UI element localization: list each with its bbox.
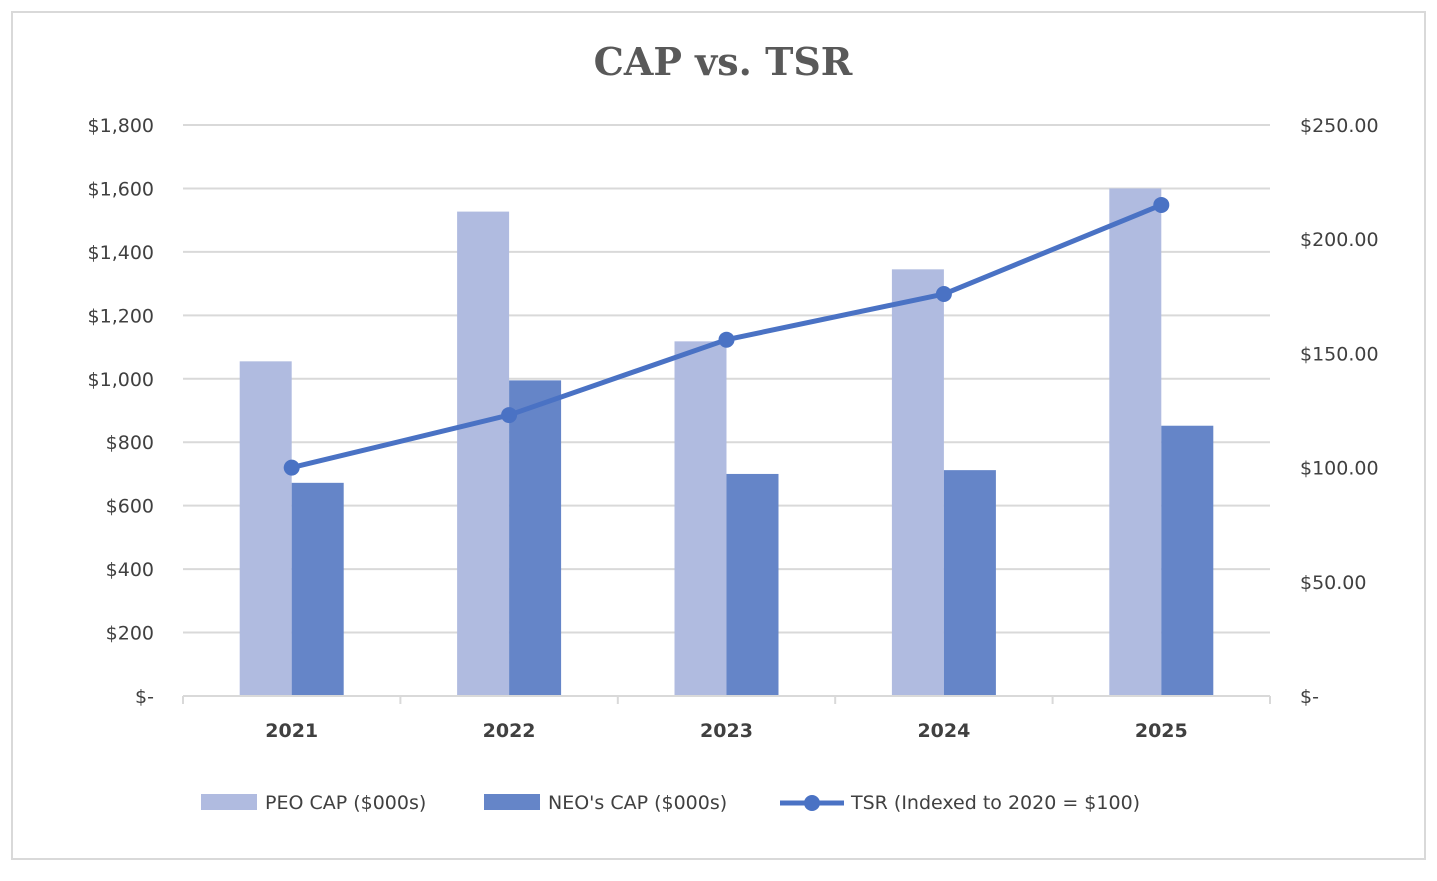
- left-tick-label: $-: [135, 686, 154, 708]
- tsr-point: [1153, 196, 1170, 213]
- left-tick-label: $600: [106, 496, 154, 518]
- left-tick-label: $1,000: [88, 369, 154, 391]
- peo-cap-bar: [1109, 188, 1162, 696]
- peo-cap-bar: [674, 341, 727, 696]
- neo-cap-bar: [726, 473, 779, 696]
- neo-cap-bar: [291, 482, 344, 696]
- chart-frame: CAP vs. TSR $- $200 $400 $600 $800 $1,000 $1,2…: [11, 11, 1426, 860]
- legend-swatch-neo: [484, 794, 540, 810]
- left-tick-label: $1,800: [88, 115, 154, 137]
- chart-svg: CAP vs. TSR $- $200 $400 $600 $800 $1,000 $1,2…: [88, 39, 1379, 814]
- right-tick-label: $-: [1300, 686, 1319, 708]
- left-tick-label: $400: [106, 559, 154, 581]
- category-label: 2022: [483, 720, 536, 742]
- tsr-point: [501, 407, 518, 424]
- right-tick-label: $150.00: [1300, 343, 1379, 365]
- tsr-point: [283, 459, 300, 476]
- legend: PEO CAP ($000s) NEO's CAP ($000s) TSR (Ind…: [201, 792, 1140, 814]
- category-label: 2025: [1135, 720, 1188, 742]
- bars: [239, 188, 1214, 696]
- category-label: 2021: [265, 720, 318, 742]
- peo-cap-bar: [457, 211, 510, 696]
- legend-label-peo: PEO CAP ($000s): [265, 792, 426, 814]
- neo-cap-bar: [509, 380, 562, 696]
- tsr-point: [718, 331, 735, 348]
- axes: $- $200 $400 $600 $800 $1,000 $1,200 $1,400 $1,6…: [88, 115, 1379, 742]
- left-tick-label: $800: [106, 432, 154, 454]
- chart-title: CAP vs. TSR: [594, 39, 853, 84]
- left-tick-label: $200: [106, 623, 154, 645]
- neo-cap-bar: [1161, 425, 1214, 696]
- left-tick-label: $1,600: [88, 178, 154, 200]
- tsr-line-layer: [283, 196, 1170, 476]
- right-tick-label: $200.00: [1300, 229, 1379, 251]
- neo-cap-bar: [943, 470, 996, 696]
- legend-swatch-tsr-marker: [804, 795, 820, 811]
- peo-cap-bar: [891, 269, 944, 696]
- legend-swatch-peo: [201, 794, 257, 810]
- right-tick-label: $250.00: [1300, 115, 1379, 137]
- peo-cap-bar: [239, 361, 292, 696]
- tsr-point: [935, 286, 952, 303]
- category-label: 2024: [917, 720, 970, 742]
- right-tick-label: $50.00: [1300, 572, 1366, 594]
- left-tick-label: $1,200: [88, 305, 154, 327]
- legend-label-tsr: TSR (Indexed to 2020 = $100): [850, 792, 1140, 814]
- right-tick-label: $100.00: [1300, 458, 1379, 480]
- category-label: 2023: [700, 720, 753, 742]
- legend-label-neo: NEO's CAP ($000s): [548, 792, 727, 814]
- left-tick-label: $1,400: [88, 242, 154, 264]
